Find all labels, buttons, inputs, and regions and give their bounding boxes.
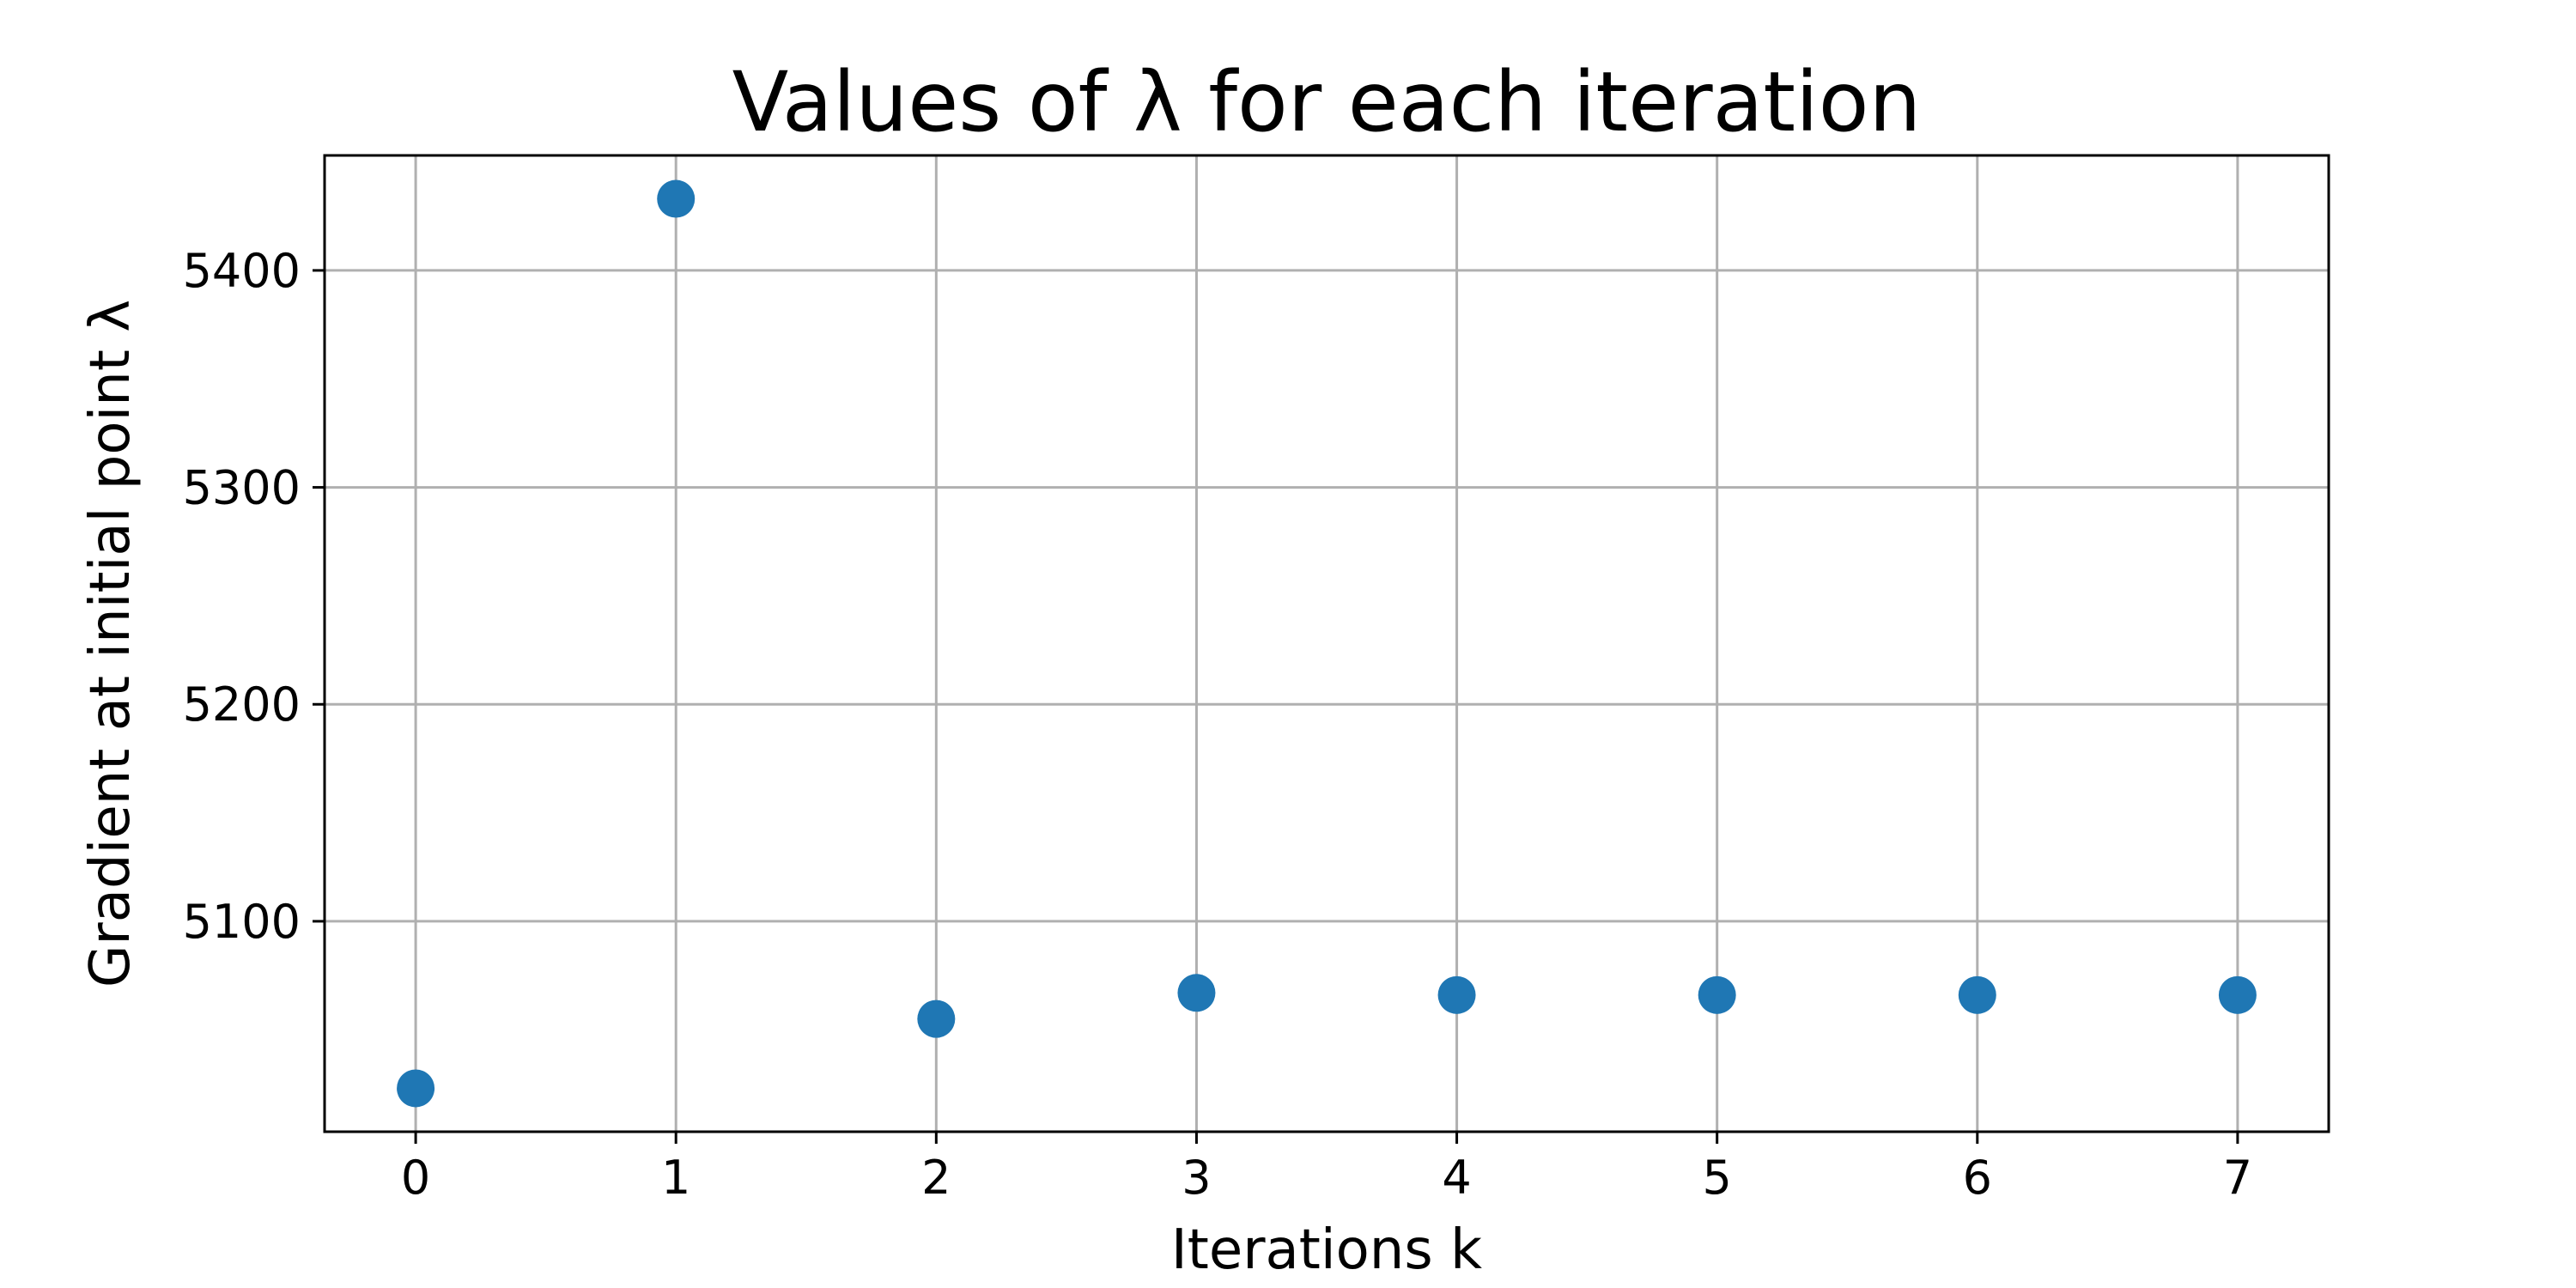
x-tick-label: 7: [2223, 1151, 2252, 1205]
data-point: [1698, 975, 1736, 1014]
y-tick-label: 5200: [183, 677, 301, 732]
y-tick-label: 5300: [183, 461, 301, 515]
data-point: [657, 179, 696, 218]
x-tick-label: 0: [401, 1151, 430, 1205]
x-tick-label: 1: [661, 1151, 690, 1205]
grid: [325, 155, 2329, 1132]
y-tick-label: 5100: [183, 895, 301, 949]
x-tick-label: 5: [1702, 1151, 1731, 1205]
x-tick-label: 3: [1182, 1151, 1211, 1205]
data-point: [1958, 975, 1996, 1014]
x-axis-ticks: 0 1 2 3 4 5 6 7: [401, 1132, 2252, 1205]
data-point: [1437, 975, 1476, 1014]
x-tick-label: 4: [1442, 1151, 1471, 1205]
data-points: [397, 179, 2257, 1108]
plot-frame: [323, 154, 2330, 1133]
chart-title: Values of λ for each iteration: [732, 54, 1922, 150]
x-tick-label: 6: [1963, 1151, 1992, 1205]
y-tick-label: 5400: [183, 244, 301, 298]
y-axis-ticks: 5100 5200 5300 5400: [183, 244, 325, 949]
data-point: [917, 999, 956, 1038]
data-point: [2218, 975, 2257, 1014]
x-axis-label: Iterations k: [1171, 1218, 1482, 1282]
data-point: [397, 1069, 435, 1108]
x-tick-label: 2: [921, 1151, 951, 1205]
y-axis-label: Gradient at initial point λ: [79, 300, 143, 987]
data-point: [1177, 974, 1216, 1012]
